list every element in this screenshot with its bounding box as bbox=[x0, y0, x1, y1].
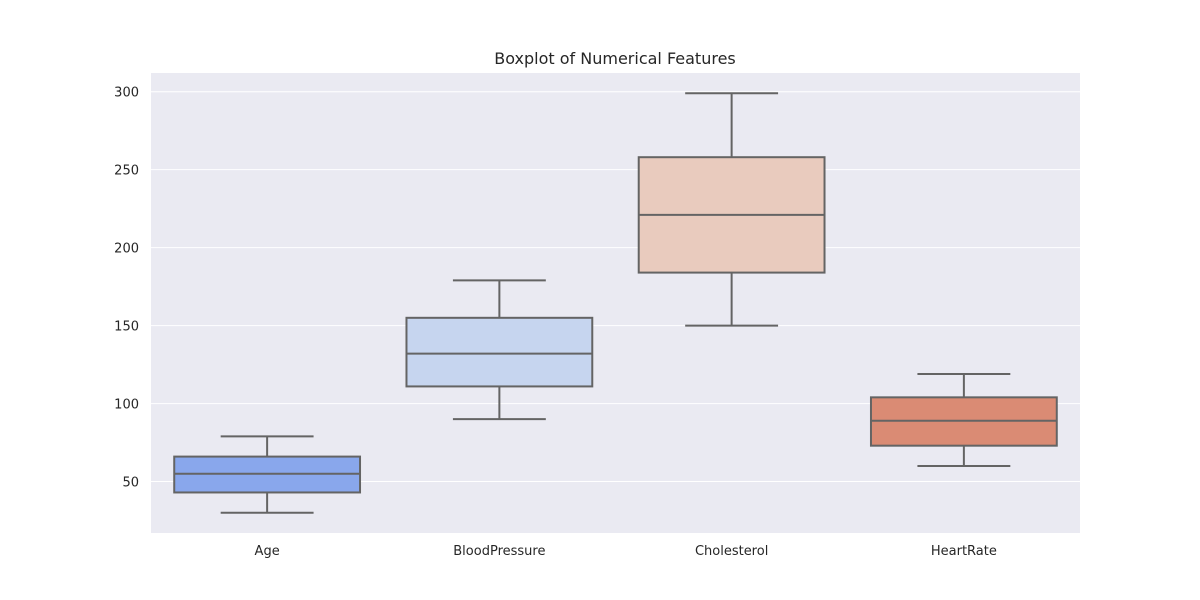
box-heartrate bbox=[869, 372, 1058, 467]
box-age bbox=[173, 435, 362, 514]
boxes bbox=[173, 92, 1058, 514]
x-axis-ticks: Age BloodPressure Cholesterol HeartRate bbox=[255, 544, 997, 559]
y-tick-label: 200 bbox=[114, 242, 139, 257]
y-axis-ticks: 50 100 150 200 250 300 bbox=[114, 86, 139, 491]
y-tick-label: 300 bbox=[114, 86, 139, 101]
iqr-box bbox=[405, 316, 594, 388]
y-tick-label: 50 bbox=[122, 476, 139, 491]
y-tick-label: 250 bbox=[114, 164, 139, 179]
x-tick-label: Cholesterol bbox=[695, 544, 768, 559]
y-tick-label: 100 bbox=[114, 398, 139, 413]
box-cholesterol bbox=[637, 92, 826, 327]
chart-title: Boxplot of Numerical Features bbox=[494, 49, 736, 68]
x-tick-label: BloodPressure bbox=[453, 544, 545, 559]
x-tick-label: HeartRate bbox=[931, 544, 997, 559]
box-bloodpressure bbox=[405, 279, 594, 421]
y-tick-label: 150 bbox=[114, 320, 139, 335]
x-tick-label: Age bbox=[255, 544, 280, 559]
